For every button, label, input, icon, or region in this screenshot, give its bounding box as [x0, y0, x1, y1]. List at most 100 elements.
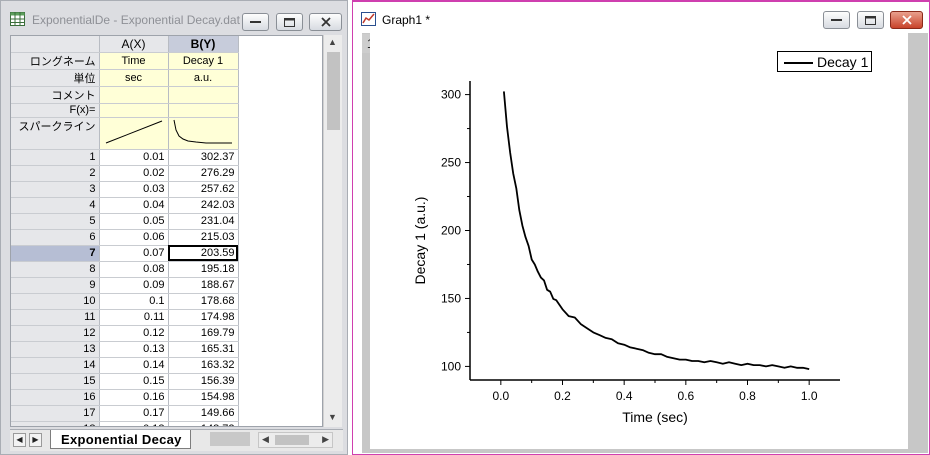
cell-y[interactable]: 302.37 [168, 149, 239, 166]
minimize-button[interactable] [242, 13, 269, 31]
horizontal-scroll-thumb[interactable] [275, 435, 309, 445]
row-number[interactable]: 2 [11, 165, 100, 182]
row-number[interactable]: 15 [11, 373, 100, 390]
table-row[interactable]: 1 0.01 302.37 [11, 149, 239, 166]
vertical-scrollbar[interactable]: ▲ ▼ [323, 35, 342, 427]
plot-layer[interactable]: 0.0 0.2 0.4 0.6 0.8 1.0 100 150 200 250 300 Time (s… [370, 33, 908, 449]
row-label-long-name[interactable]: ロングネーム [11, 52, 100, 70]
maximize-button[interactable] [276, 13, 303, 31]
table-row[interactable]: 13 0.13 165.31 [11, 341, 239, 358]
cell-y[interactable]: 165.31 [168, 341, 239, 358]
cell-x[interactable]: 0.12 [99, 325, 169, 342]
x-axis-title[interactable]: Time (sec) [622, 409, 688, 425]
cell-x[interactable]: 0.14 [99, 357, 169, 374]
row-number[interactable]: 14 [11, 357, 100, 374]
row-number[interactable]: 13 [11, 341, 100, 358]
row-number[interactable]: 1 [11, 149, 100, 166]
units-a[interactable]: sec [99, 69, 169, 87]
table-row[interactable]: 2 0.02 276.29 [11, 165, 239, 182]
table-row[interactable]: 5 0.05 231.04 [11, 213, 239, 230]
worksheet-titlebar[interactable]: ExponentialDe - Exponential Decay.dat [1, 1, 347, 33]
scroll-left-icon[interactable]: ◀ [262, 434, 269, 444]
cell-y[interactable]: 149.66 [168, 405, 239, 422]
row-number[interactable]: 8 [11, 261, 100, 278]
table-row[interactable]: 6 0.06 215.03 [11, 229, 239, 246]
cell-y[interactable]: 169.79 [168, 325, 239, 342]
cell-x[interactable]: 0.04 [99, 197, 169, 214]
table-row[interactable]: 17 0.17 149.66 [11, 405, 239, 422]
cell-y[interactable]: 174.98 [168, 309, 239, 326]
worksheet-window[interactable]: ExponentialDe - Exponential Decay.dat A(… [0, 0, 348, 455]
table-row[interactable]: 12 0.12 169.79 [11, 325, 239, 342]
comments-b[interactable] [168, 86, 239, 104]
tab-next-icon[interactable]: ▶ [29, 433, 42, 447]
row-number[interactable]: 7 [11, 245, 100, 262]
comments-a[interactable] [99, 86, 169, 104]
worksheet-grid[interactable]: A(X) B(Y) ロングネーム Time Decay 1 単位 sec a.u… [10, 35, 323, 427]
row-label-units[interactable]: 単位 [11, 69, 100, 87]
cell-x[interactable]: 0.17 [99, 405, 169, 422]
graph-maximize-button[interactable] [857, 11, 884, 29]
cell-x[interactable]: 0.18 [99, 421, 169, 426]
sparkline-a[interactable] [99, 117, 169, 150]
cell-x[interactable]: 0.15 [99, 373, 169, 390]
formula-a[interactable] [99, 103, 169, 118]
cell-x[interactable]: 0.11 [99, 309, 169, 326]
y-axis-title[interactable]: Decay 1 (a.u.) [412, 197, 428, 285]
graph-minimize-button[interactable] [823, 11, 850, 29]
legend[interactable]: Decay 1 [777, 51, 872, 72]
row-number[interactable]: 12 [11, 325, 100, 342]
cell-y[interactable]: 156.39 [168, 373, 239, 390]
row-number[interactable]: 16 [11, 389, 100, 406]
table-row[interactable]: 9 0.09 188.67 [11, 277, 239, 294]
cell-x[interactable]: 0.09 [99, 277, 169, 294]
tab-splitter[interactable] [210, 432, 250, 446]
cell-x[interactable]: 0.13 [99, 341, 169, 358]
tab-prev-icon[interactable]: ◀ [13, 433, 26, 447]
cell-y[interactable]: 215.03 [168, 229, 239, 246]
cell-y[interactable]: 203.59 [168, 245, 239, 262]
table-row[interactable]: 15 0.15 156.39 [11, 373, 239, 390]
close-button[interactable] [309, 13, 342, 31]
column-header-b[interactable]: B(Y) [168, 36, 239, 53]
table-row[interactable]: 8 0.08 195.18 [11, 261, 239, 278]
row-number[interactable]: 9 [11, 277, 100, 294]
formula-b[interactable] [168, 103, 239, 118]
row-number[interactable]: 17 [11, 405, 100, 422]
table-row[interactable]: 16 0.16 154.98 [11, 389, 239, 406]
row-number[interactable]: 3 [11, 181, 100, 198]
cell-y[interactable]: 188.67 [168, 277, 239, 294]
table-row[interactable]: 3 0.03 257.62 [11, 181, 239, 198]
row-number[interactable]: 5 [11, 213, 100, 230]
sparkline-b[interactable] [168, 117, 239, 150]
cell-y[interactable]: 154.98 [168, 389, 239, 406]
row-number[interactable]: 18 [11, 421, 100, 426]
row-number[interactable]: 4 [11, 197, 100, 214]
cell-x[interactable]: 0.07 [99, 245, 169, 262]
cell-y[interactable]: 242.03 [168, 197, 239, 214]
row-number[interactable]: 6 [11, 229, 100, 246]
vertical-scroll-thumb[interactable] [327, 52, 340, 130]
column-header-a[interactable]: A(X) [99, 36, 169, 53]
scroll-up-icon[interactable]: ▲ [328, 37, 337, 47]
tab-exponential-decay[interactable]: Exponential Decay [50, 430, 191, 449]
cell-y[interactable]: 257.62 [168, 181, 239, 198]
cell-y[interactable]: 163.32 [168, 357, 239, 374]
graph-page[interactable]: 0.0 0.2 0.4 0.6 0.8 1.0 100 150 200 250 300 Time (s… [370, 33, 908, 449]
cell-y[interactable]: 231.04 [168, 213, 239, 230]
table-row[interactable]: 180.18148.72 [11, 421, 239, 426]
horizontal-scrollbar[interactable]: ◀ ▶ [258, 432, 333, 448]
row-label-sparklines[interactable]: スパークライン [11, 117, 100, 150]
table-row[interactable]: 14 0.14 163.32 [11, 357, 239, 374]
graph-close-button[interactable] [890, 11, 923, 29]
series-line-decay-1[interactable] [503, 91, 810, 370]
table-row[interactable]: 4 0.04 242.03 [11, 197, 239, 214]
row-label-formula[interactable]: F(x)= [11, 103, 100, 118]
cell-x[interactable]: 0.03 [99, 181, 169, 198]
graph-titlebar[interactable]: Graph1 * [353, 2, 929, 34]
cell-x[interactable]: 0.1 [99, 293, 169, 310]
cell-x[interactable]: 0.08 [99, 261, 169, 278]
long-name-b[interactable]: Decay 1 [168, 52, 239, 70]
table-row[interactable]: 7 0.07 203.59 [11, 245, 239, 262]
table-row[interactable]: 10 0.1 178.68 [11, 293, 239, 310]
